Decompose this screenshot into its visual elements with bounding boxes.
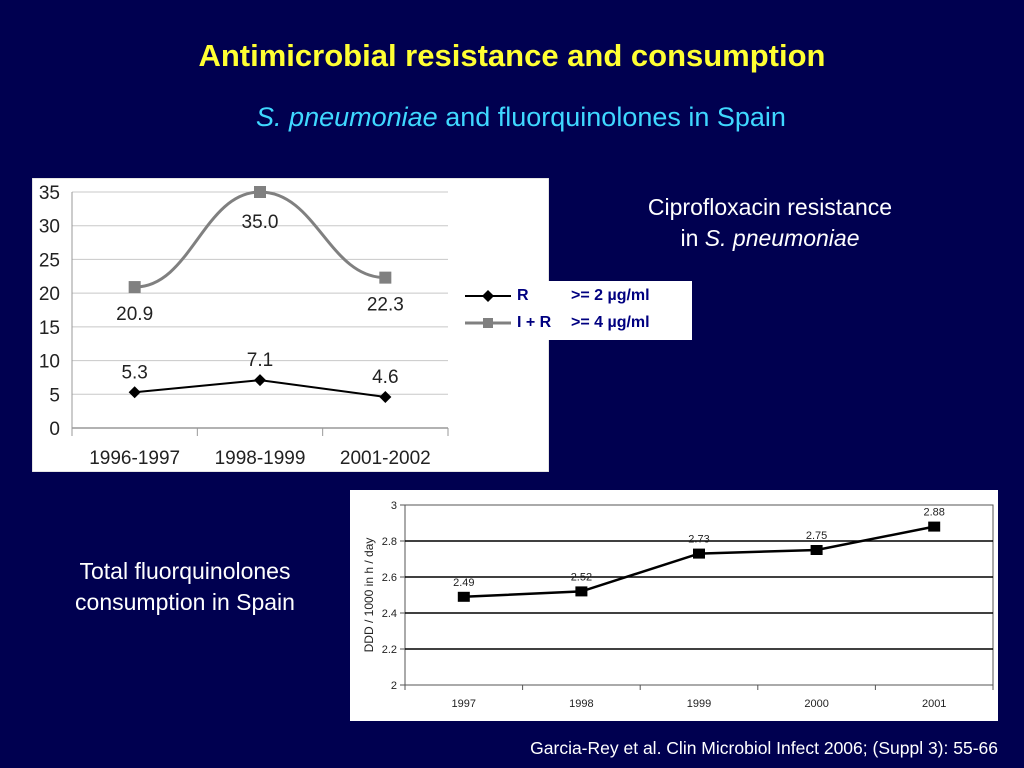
consumption-label-line2: consumption in Spain [75,589,295,615]
y-tick-label: 5 [49,385,60,406]
data-label: 35.0 [242,212,279,233]
subtitle-organism: S. pneumoniae [256,102,438,132]
y-tick-label: 2.6 [382,572,397,584]
legend-code: I + R [517,314,552,331]
y-tick-label: 0 [49,419,60,440]
cipro-label-line1: Ciprofloxacin resistance [647,194,893,220]
y-tick-label: 3 [391,500,397,512]
data-point [128,281,141,294]
data-point [254,374,266,387]
square-marker-icon [465,318,511,328]
data-point [254,186,266,198]
data-label: 2.52 [571,571,592,583]
x-tick-label: 2001-2002 [340,448,431,469]
consumption-chart-panel: 2 2.2 2.4 2.6 2.8 3 DDD / 1000 in h / day 1997 1… [350,490,998,721]
subtitle-rest: and fluorquinolones in Spain [437,102,786,132]
data-point [575,586,588,597]
slide-title: Antimicrobial resistance and consumption [198,38,826,73]
data-label: 5.3 [121,362,147,383]
resistance-legend: R >= 2 µg/ml I + R >= 4 µg/ml [461,281,692,340]
data-label: 7.1 [247,350,273,371]
data-point [379,390,392,403]
legend-item-r: R >= 2 µg/ml [461,285,692,307]
y-axis-label: DDD / 1000 in h / day [362,538,376,653]
data-label: 2.75 [806,530,827,542]
y-tick-label: 25 [39,250,60,271]
x-tick-label: 1998 [569,698,593,710]
chart-background [350,490,998,721]
y-tick-label: 2.4 [382,608,397,620]
x-tick-label: 1996-1997 [89,448,180,469]
x-tick-label: 1999 [687,698,711,710]
data-label: 2.88 [923,507,944,519]
y-tick-label: 2.2 [382,644,397,656]
x-tick-label: 1998-1999 [215,448,306,469]
consumption-label-line1: Total fluorquinolones [79,558,291,584]
y-tick-label: 30 [39,217,60,238]
y-tick-label: 10 [39,352,60,373]
consumption-chart: 2 2.2 2.4 2.6 2.8 3 DDD / 1000 in h / day 1997 1… [350,490,998,721]
legend-code: R [517,287,529,304]
data-label: 20.9 [116,304,153,325]
citation: Garcia-Rey et al. Clin Microbiol Infect … [530,738,998,758]
data-point [693,548,705,559]
x-tick-label: 2000 [804,698,828,710]
y-tick-label: 2 [391,680,397,692]
legend-item-ir: I + R >= 4 µg/ml [461,312,692,334]
x-tick-label: 2001 [922,698,946,710]
y-tick-label: 20 [39,284,60,305]
legend-threshold: >= 4 µg/ml [571,314,650,331]
slide-subtitle: S. pneumoniae and fluorquinolones in Spa… [0,102,1024,133]
y-tick-label: 15 [39,318,60,339]
data-point [379,271,392,284]
diamond-marker-icon [465,290,511,302]
data-point [128,386,141,399]
y-tick-label: 35 [39,183,60,204]
data-label: 2.73 [688,534,709,546]
legend-threshold: >= 2 µg/ml [571,287,650,304]
data-point [928,521,941,532]
plot-frame [404,504,994,686]
data-label: 22.3 [367,295,404,316]
data-label: 2.49 [453,577,474,589]
data-label: 4.6 [372,367,398,388]
data-point [457,591,470,602]
cipro-resistance-label: Ciprofloxacin resistance in S. pneumonia… [600,192,940,254]
x-tick-label: 1997 [452,698,476,710]
cipro-label-line2: in S. pneumoniae [680,225,860,251]
consumption-label: Total fluorquinolones consumption in Spa… [20,556,350,618]
data-point [810,545,823,555]
y-tick-label: 2.8 [382,536,397,548]
